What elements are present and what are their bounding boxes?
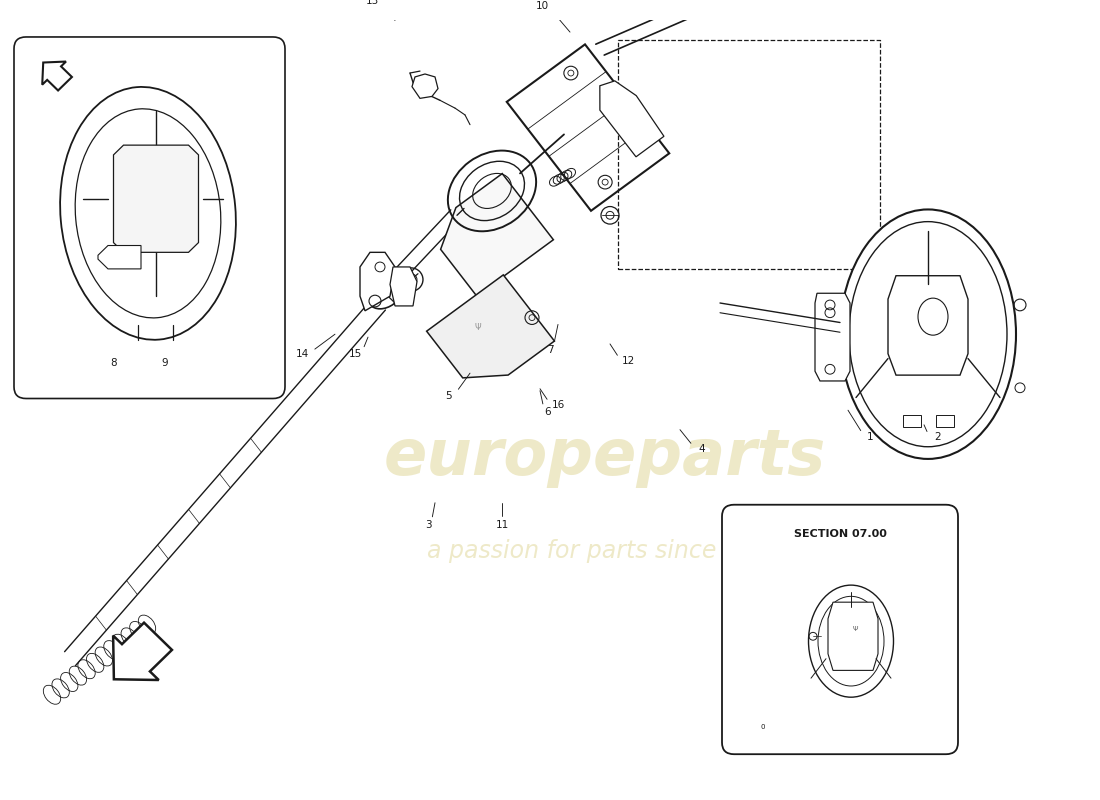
Polygon shape (684, 0, 734, 12)
Text: 10: 10 (536, 1, 549, 10)
Text: europeparts: europeparts (384, 426, 826, 488)
Bar (936, 415, 954, 426)
Polygon shape (600, 81, 664, 157)
Text: 14: 14 (296, 349, 309, 358)
Polygon shape (815, 294, 850, 381)
Text: 2: 2 (935, 433, 942, 442)
Polygon shape (888, 276, 968, 375)
Text: 15: 15 (349, 349, 362, 358)
Text: 7: 7 (547, 345, 553, 354)
Text: 9: 9 (162, 358, 168, 369)
Text: 5: 5 (444, 390, 451, 401)
Text: 13: 13 (365, 0, 378, 6)
Polygon shape (507, 44, 669, 211)
Bar (903, 415, 921, 426)
Text: Ψ: Ψ (852, 626, 858, 633)
Polygon shape (113, 145, 198, 252)
Text: SECTION 07.00: SECTION 07.00 (793, 529, 887, 539)
Text: 3: 3 (425, 520, 431, 530)
FancyBboxPatch shape (722, 505, 958, 754)
Polygon shape (412, 74, 438, 98)
Polygon shape (360, 252, 395, 311)
Ellipse shape (60, 87, 235, 340)
Polygon shape (390, 267, 417, 306)
Text: 16: 16 (551, 400, 564, 410)
Text: Ψ: Ψ (475, 323, 482, 332)
Polygon shape (828, 602, 878, 670)
Text: 12: 12 (621, 357, 635, 366)
FancyBboxPatch shape (14, 37, 285, 398)
Text: a passion for parts since 1985: a passion for parts since 1985 (427, 538, 783, 562)
Polygon shape (427, 275, 554, 378)
Polygon shape (42, 62, 72, 90)
Text: 11: 11 (495, 520, 508, 530)
Polygon shape (441, 174, 553, 296)
Text: 1: 1 (867, 433, 873, 442)
Text: 4: 4 (698, 444, 705, 454)
Text: 6: 6 (544, 407, 551, 417)
Ellipse shape (808, 585, 893, 697)
Ellipse shape (840, 210, 1016, 459)
Text: 0: 0 (761, 724, 766, 730)
Polygon shape (113, 622, 172, 680)
Polygon shape (98, 246, 141, 269)
Text: 8: 8 (111, 358, 118, 369)
